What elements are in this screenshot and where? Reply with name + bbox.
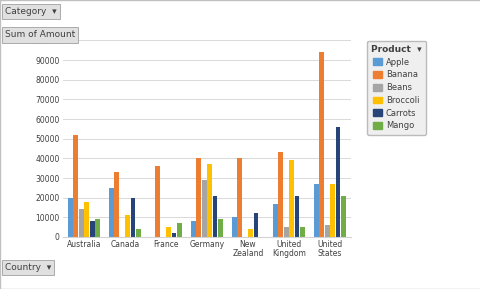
Bar	[89, 221, 94, 237]
Bar	[201, 180, 206, 237]
Bar	[340, 196, 345, 237]
Bar	[217, 219, 223, 237]
Bar	[277, 153, 283, 237]
Bar	[335, 127, 340, 237]
Bar	[136, 229, 141, 237]
Bar	[68, 198, 72, 237]
Bar	[272, 203, 277, 237]
Bar	[253, 213, 258, 237]
Text: Sum of Amount: Sum of Amount	[5, 30, 75, 39]
Bar	[288, 160, 293, 237]
Bar	[84, 202, 89, 237]
Bar	[283, 227, 288, 237]
Bar	[190, 221, 195, 237]
Bar	[196, 158, 201, 237]
Bar	[231, 217, 236, 237]
Bar	[79, 210, 84, 237]
Bar	[313, 184, 318, 237]
Bar	[125, 215, 130, 237]
Bar	[324, 225, 329, 237]
Bar	[177, 223, 181, 237]
Bar	[171, 233, 176, 237]
Bar	[95, 219, 100, 237]
Bar	[155, 166, 160, 237]
Bar	[300, 227, 304, 237]
Bar	[114, 172, 119, 237]
Bar	[212, 196, 217, 237]
Bar	[248, 229, 252, 237]
Text: Country  ▾: Country ▾	[5, 263, 51, 272]
Bar	[108, 188, 113, 237]
Bar	[237, 158, 241, 237]
Bar	[130, 198, 135, 237]
Text: Category  ▾: Category ▾	[5, 7, 56, 16]
Bar	[329, 184, 334, 237]
Legend: Apple, Banana, Beans, Broccoli, Carrots, Mango: Apple, Banana, Beans, Broccoli, Carrots,…	[366, 41, 425, 135]
Bar	[166, 227, 171, 237]
Bar	[294, 196, 299, 237]
Bar	[319, 52, 324, 237]
Bar	[207, 164, 212, 237]
Bar	[73, 135, 78, 237]
